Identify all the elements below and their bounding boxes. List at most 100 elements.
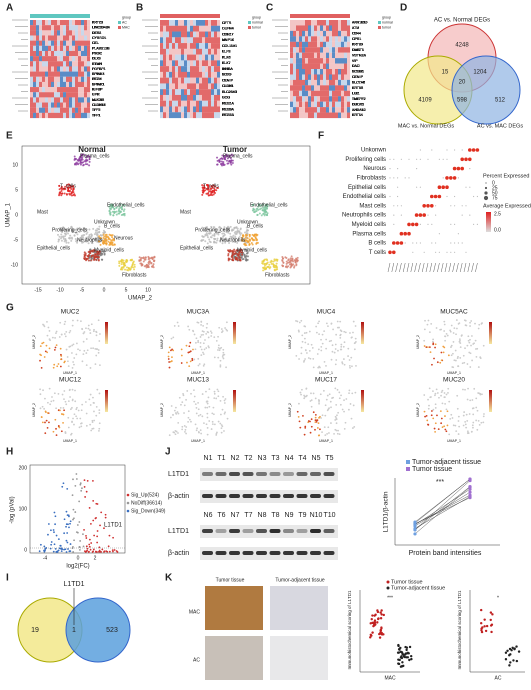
heat-cell — [84, 77, 87, 82]
heat-cell — [63, 20, 66, 25]
heat-cell — [332, 58, 335, 64]
cell-dot — [443, 425, 445, 427]
heat-cell — [175, 26, 178, 32]
heat-cell — [217, 72, 220, 78]
cell-dot — [263, 263, 265, 265]
cell-dot — [77, 348, 79, 350]
cell-dot — [444, 340, 446, 342]
cell-dot — [472, 408, 474, 410]
cell-dot — [331, 359, 333, 361]
point — [66, 511, 68, 513]
dot — [419, 213, 423, 217]
heat-cell — [33, 113, 36, 118]
heat-cell — [54, 82, 57, 87]
cell-dot — [101, 259, 103, 261]
cell-dot — [434, 394, 436, 396]
cell-dot — [432, 390, 434, 392]
cell-dot — [59, 192, 61, 194]
heat-cell — [69, 25, 72, 30]
heat-cell — [54, 72, 57, 77]
heat-cell — [296, 91, 299, 97]
cell-dot — [243, 258, 245, 260]
heat-cell — [81, 30, 84, 35]
heat-cell — [308, 85, 311, 91]
cell-dot — [207, 434, 209, 436]
heat-cell — [202, 112, 205, 118]
cell-dot — [53, 367, 55, 369]
heat-cell — [205, 83, 208, 89]
point — [109, 551, 111, 553]
cell-dot — [207, 417, 209, 419]
heat-cell — [332, 80, 335, 86]
cell-dot — [221, 427, 223, 429]
band — [229, 472, 240, 476]
heat-cell — [211, 101, 214, 107]
cell-dot — [431, 364, 433, 366]
cell-dot — [239, 259, 241, 261]
significance: *** — [436, 479, 444, 486]
heat-cell — [33, 61, 36, 66]
cell-dot — [141, 263, 143, 265]
heat-cell — [314, 36, 317, 42]
cell-dot — [62, 413, 64, 415]
heat-cell — [60, 77, 63, 82]
heat-cell — [63, 66, 66, 71]
legend-dot — [484, 196, 488, 200]
heat-cell — [302, 25, 305, 31]
cell-dot — [466, 345, 468, 347]
cell-dot — [315, 417, 317, 419]
band — [297, 529, 308, 533]
heat-cell — [172, 37, 175, 43]
cell-dot — [121, 208, 123, 210]
heat-cell — [33, 82, 36, 87]
heat-cell — [54, 35, 57, 40]
cell-dot — [90, 347, 92, 349]
heat-cell — [314, 113, 317, 119]
dot — [392, 251, 396, 255]
cell-dot — [479, 424, 481, 426]
heat-cell — [33, 72, 36, 77]
colorbar — [361, 390, 364, 412]
axis-box — [30, 465, 125, 553]
cell-dot — [218, 421, 220, 423]
heat-cell — [160, 49, 163, 55]
cell-dot — [458, 323, 460, 325]
heat-cell — [84, 20, 87, 25]
heat-cell — [193, 106, 196, 112]
heat-cell — [344, 36, 347, 42]
point — [377, 617, 379, 619]
cell-dot — [226, 160, 228, 162]
heat-cell — [344, 107, 347, 113]
heat-cell — [311, 47, 314, 53]
cell-dot — [237, 231, 239, 233]
cell-dot — [458, 420, 460, 422]
heat-cell — [341, 80, 344, 86]
cell-dot — [284, 256, 286, 258]
legend-label: group — [122, 15, 131, 19]
point — [84, 479, 86, 481]
heat-cell — [163, 101, 166, 107]
heat-cell — [72, 51, 75, 56]
cell-dot — [206, 327, 208, 329]
band — [324, 529, 335, 533]
legend-swatch — [406, 460, 410, 464]
cell-dot — [145, 257, 147, 259]
cell-dot — [95, 415, 97, 417]
heat-cell — [60, 72, 63, 77]
cell-dot — [254, 236, 256, 238]
heat-cell — [187, 20, 190, 26]
pair-line — [415, 487, 470, 534]
heat-cell — [341, 69, 344, 75]
cell-dot — [249, 243, 251, 245]
cell-dot — [81, 409, 83, 411]
point — [88, 544, 90, 546]
heat-cell — [338, 53, 341, 59]
heat-cell — [205, 43, 208, 49]
point — [48, 523, 50, 525]
heat-cell — [211, 60, 214, 66]
cell-dot — [296, 261, 298, 263]
band — [202, 494, 213, 498]
heat-cell — [69, 30, 72, 35]
cell-dot — [201, 349, 203, 351]
heat-cell — [344, 25, 347, 31]
